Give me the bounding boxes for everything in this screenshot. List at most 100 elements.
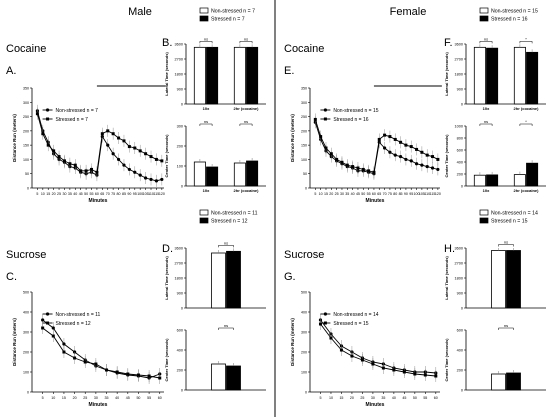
significance-label: ns: [204, 119, 208, 124]
y-tick-label: 800: [457, 137, 463, 141]
y-tick-label: 600: [457, 329, 463, 333]
y-tick-label: 900: [177, 88, 183, 92]
bar-chart-H: Non-stressed n = 14 Stressed n = 15 0 900 18…: [444, 209, 546, 393]
x-tick-label: 45: [402, 396, 406, 400]
y-tick-label: 100: [177, 165, 183, 169]
y-tick-label: 400: [177, 349, 183, 353]
data-point: [94, 362, 98, 366]
bar-non-stressed: [193, 161, 206, 187]
x-tick-label: 10: [41, 192, 45, 196]
x-axis-label: Minutes: [366, 402, 385, 408]
legend-swatch: [479, 209, 489, 216]
x-tick-label: 10: [329, 396, 333, 400]
data-point: [436, 167, 440, 172]
x-tick-label: 20: [52, 192, 56, 196]
y-tick-label: 0: [305, 187, 307, 191]
x-tick-label: 60: [372, 192, 376, 196]
y-tick-label: 0: [181, 307, 183, 311]
y-axis-label-top: Lateral Time (seconds): [164, 52, 169, 96]
line-chart-G: 0 100 200 300 400 500 5 10 15 20 25 30 35 40 45 50 55 60 M…: [290, 291, 440, 408]
y-tick-label: 200: [177, 145, 183, 149]
x-tick-label: 15: [62, 396, 66, 400]
x-tick-label: 100: [137, 192, 143, 196]
x-tick-label: 110: [148, 192, 154, 196]
y-tick-label: 900: [457, 292, 463, 296]
x-axis-label: Minutes: [89, 198, 108, 204]
legend-label: Stressed n = 7: [211, 17, 245, 23]
group-label: 10x: [203, 188, 210, 193]
x-tick-label: 80: [117, 192, 121, 196]
data-point: [126, 372, 130, 376]
data-point: [318, 322, 322, 326]
y-tick-label: 900: [177, 292, 183, 296]
y-tick-label: 300: [301, 331, 307, 335]
data-point: [377, 137, 381, 141]
x-tick-label: 70: [383, 192, 387, 196]
x-tick-label: 30: [371, 396, 375, 400]
x-tick-label: 100: [414, 192, 420, 196]
panel-letter: G.: [284, 271, 296, 283]
bar-stressed: [246, 160, 259, 187]
bar-stressed: [206, 166, 219, 187]
data-point: [382, 146, 387, 150]
legend-label: Non-stressed n = 14: [491, 211, 538, 217]
bar-chart-B: Non-stressed n = 7 Stressed n = 7 0 900 1800…: [164, 7, 266, 193]
data-point: [51, 334, 55, 338]
group-label: 2hr (cocaine): [234, 188, 260, 193]
data-point: [117, 136, 121, 140]
x-tick-label: 30: [62, 192, 66, 196]
y-tick-label: 200: [23, 351, 29, 355]
x-tick-label: 60: [95, 192, 99, 196]
significance-label: ns: [484, 119, 488, 124]
bar-non-stressed: [193, 46, 206, 105]
y-axis-label-bottom: Center Time (seconds): [164, 338, 169, 382]
data-point: [127, 145, 131, 149]
bar-stressed: [526, 162, 539, 187]
data-point: [111, 152, 115, 156]
legend-swatch: [199, 209, 209, 216]
data-point: [430, 166, 435, 170]
bar-non-stressed: [491, 250, 506, 309]
data-point: [133, 170, 137, 174]
y-tick-label: 150: [301, 144, 307, 148]
group-label: 2hr (cocaine): [514, 106, 540, 111]
x-tick-label: 90: [404, 192, 408, 196]
data-point: [122, 163, 126, 167]
y-tick-label: 3600: [455, 247, 463, 251]
bar-stressed: [226, 365, 241, 391]
y-tick-label: 100: [301, 158, 307, 162]
y-tick-label: 300: [23, 331, 29, 335]
x-tick-label: 40: [73, 192, 77, 196]
data-point: [329, 152, 333, 156]
line-chart-C: 0 100 200 300 400 500 5 10 15 20 25 30 35 40 45 50 55 60 M…: [12, 291, 164, 408]
bar-stressed: [226, 250, 241, 309]
legend-swatch: [479, 15, 489, 22]
legend-swatch: [479, 217, 489, 224]
legend-label: Stressed n = 16: [333, 117, 368, 123]
header-female: Female: [390, 6, 427, 18]
data-point: [404, 157, 408, 162]
data-point: [413, 372, 417, 376]
data-point: [392, 368, 396, 372]
bar-stressed: [526, 51, 539, 105]
data-point: [402, 370, 406, 374]
y-axis-label: Distance Run (meters): [12, 114, 17, 162]
y-tick-label: 600: [177, 329, 183, 333]
x-tick-label: 35: [105, 396, 109, 400]
data-point: [409, 159, 413, 163]
y-tick-label: 100: [301, 371, 307, 375]
y-tick-label: 300: [23, 101, 29, 105]
legend-swatch: [199, 15, 209, 22]
x-tick-label: 120: [435, 192, 441, 196]
x-tick-label: 5: [319, 396, 321, 400]
data-point: [415, 147, 419, 151]
y-tick-label: 200: [457, 173, 463, 177]
significance-bracket: [199, 123, 213, 126]
legend-swatch: [199, 7, 209, 14]
data-point: [431, 155, 435, 159]
x-tick-label: 45: [126, 396, 130, 400]
y-tick-label: 1000: [455, 125, 463, 129]
x-tick-label: 35: [345, 192, 349, 196]
data-point: [84, 169, 88, 173]
